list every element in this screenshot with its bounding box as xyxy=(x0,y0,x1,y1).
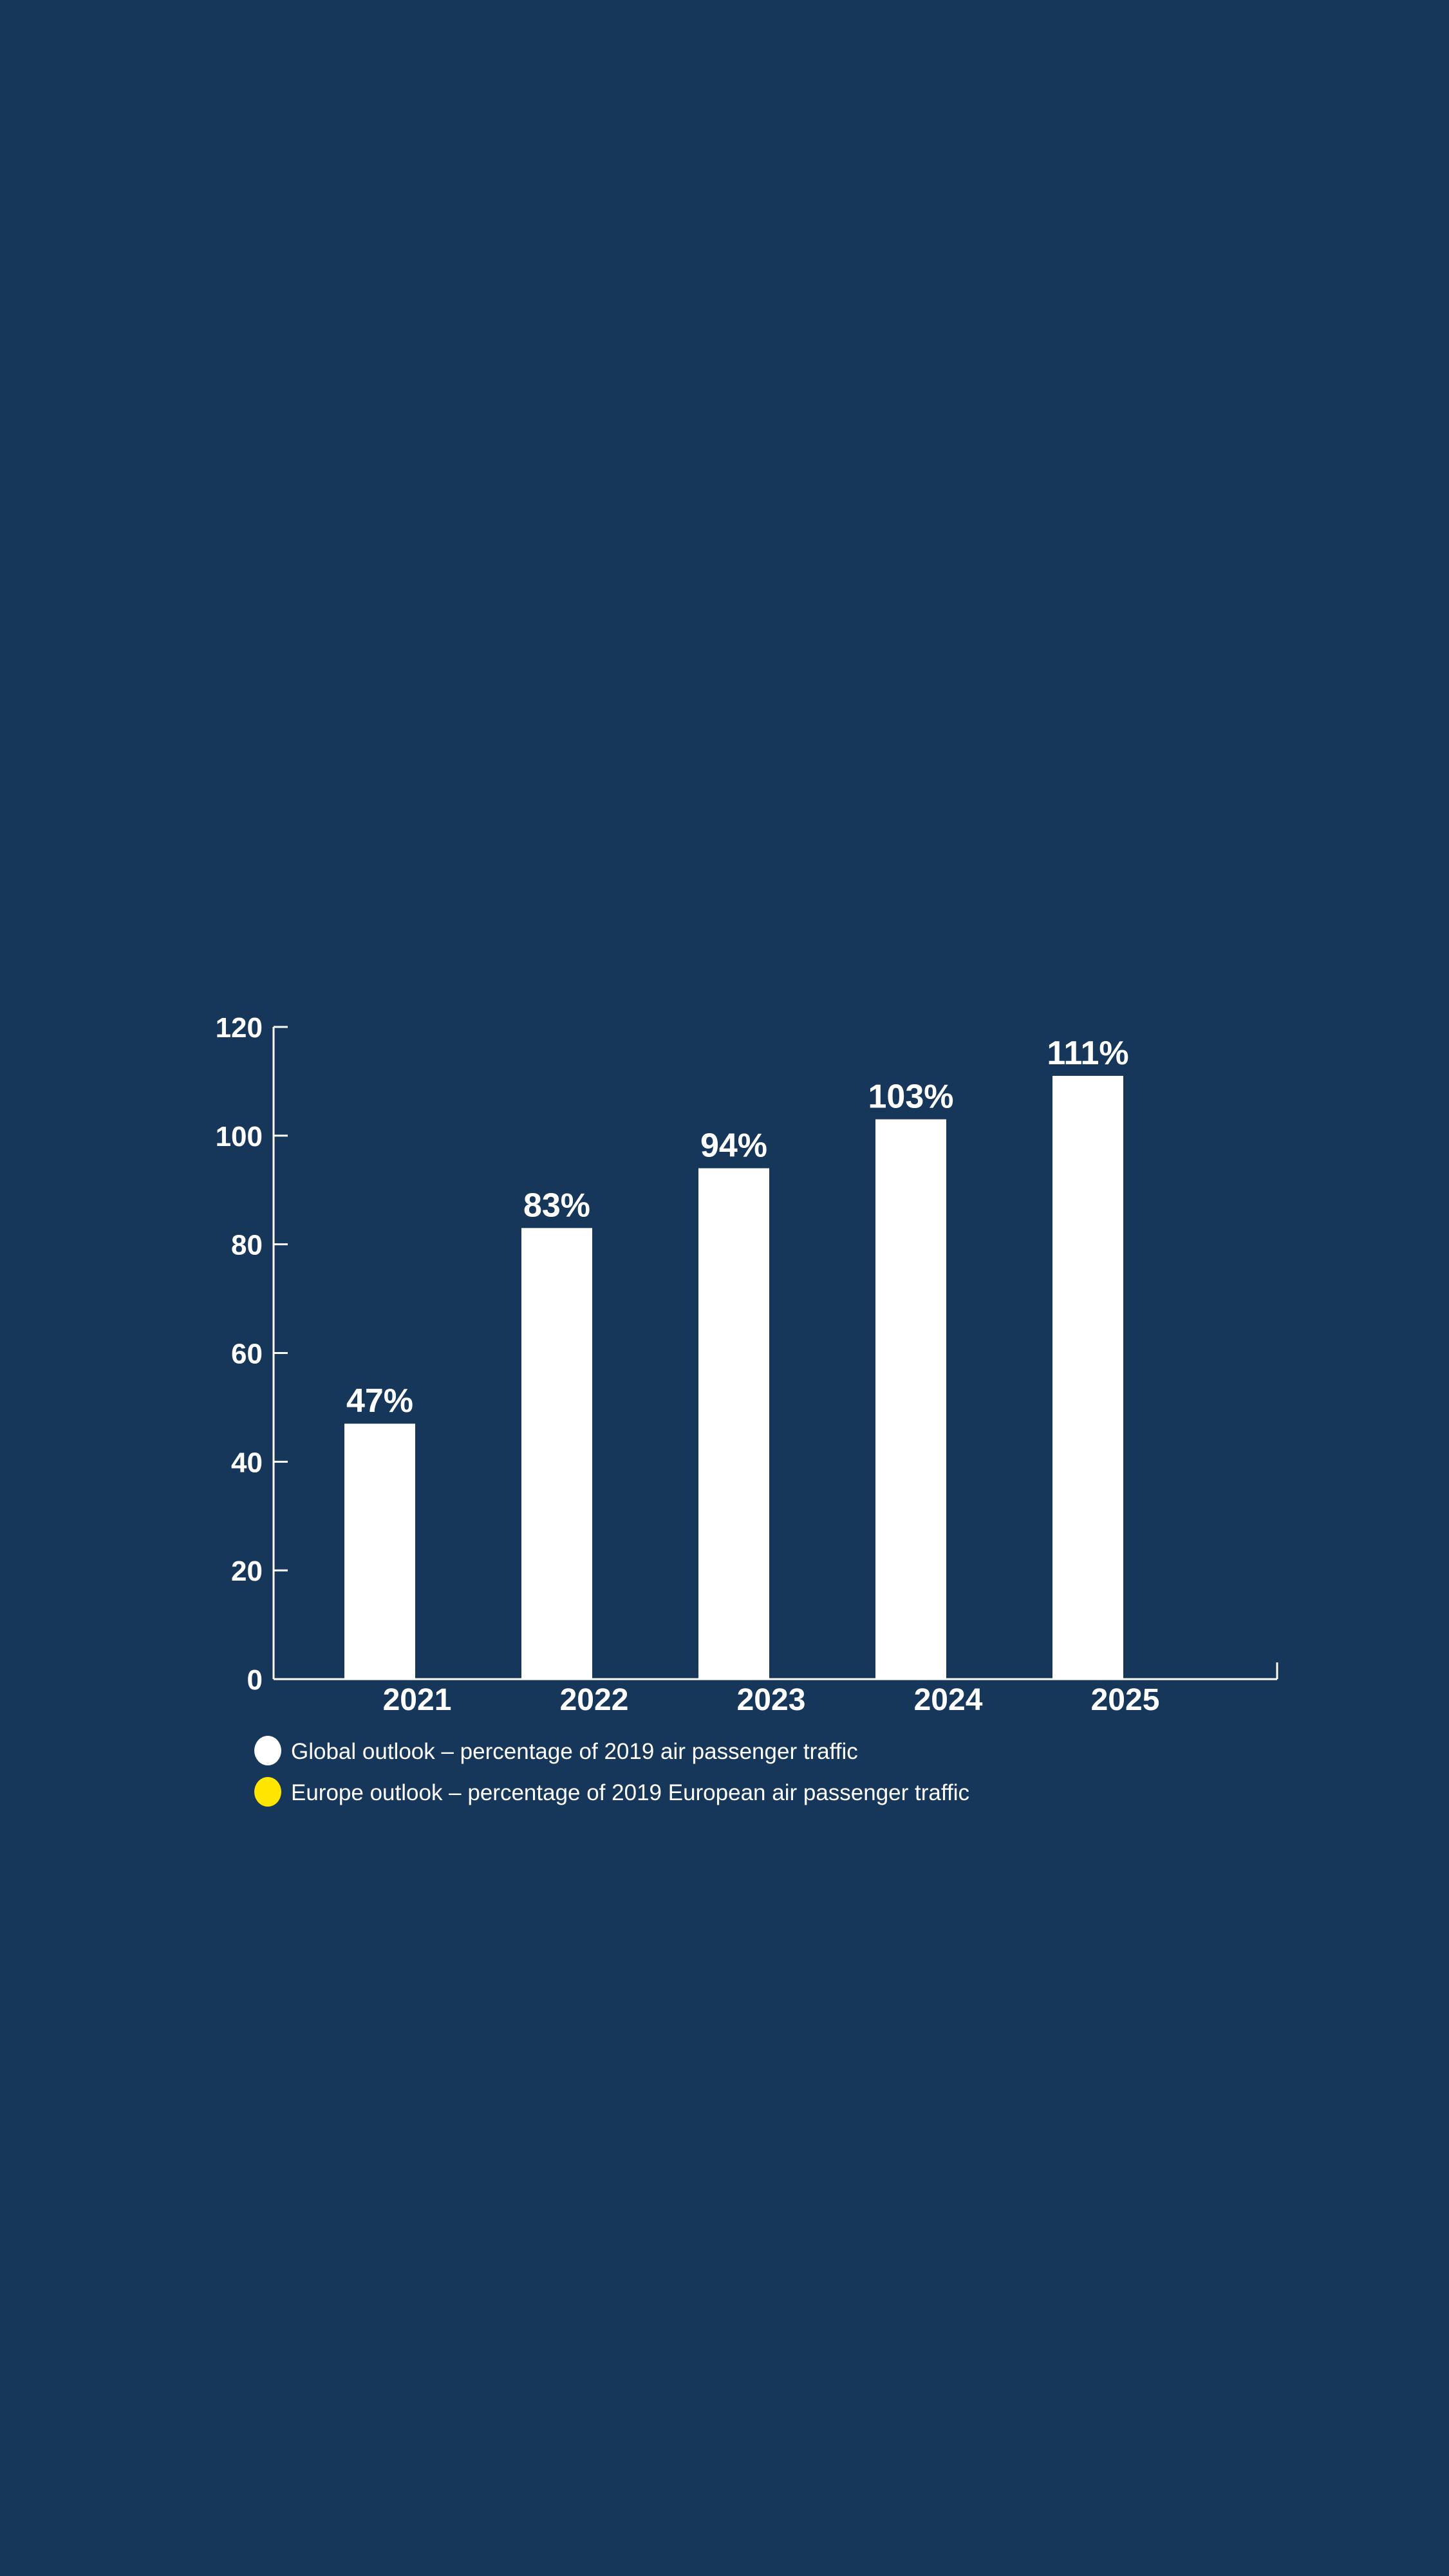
data-label: 103% xyxy=(868,1078,954,1116)
bar-2024 xyxy=(875,1119,946,1679)
data-label: 47% xyxy=(346,1382,413,1420)
x-tick-label: 2025 xyxy=(1091,1683,1160,1717)
data-label: 94% xyxy=(700,1127,767,1164)
legend-swatch xyxy=(254,1736,281,1765)
x-tick-label: 2022 xyxy=(560,1683,629,1717)
legend-swatch xyxy=(254,1777,281,1807)
y-tick-label: 0 xyxy=(247,1664,263,1696)
data-label: 111% xyxy=(1047,1035,1128,1072)
x-tick-label: 2021 xyxy=(383,1683,452,1717)
y-tick-label: 40 xyxy=(231,1447,263,1478)
y-tick-label: 20 xyxy=(231,1556,263,1587)
bar-2021 xyxy=(344,1424,415,1679)
bar-2023 xyxy=(698,1168,769,1679)
y-tick-label: 80 xyxy=(231,1230,263,1261)
x-tick-label: 2024 xyxy=(914,1683,983,1717)
y-tick-label: 120 xyxy=(216,1012,263,1044)
bar-2025 xyxy=(1052,1075,1123,1679)
data-label: 83% xyxy=(523,1187,590,1224)
legend-label: Global outlook – percentage of 2019 air … xyxy=(291,1739,858,1764)
bar-2022 xyxy=(521,1228,592,1679)
y-tick-label: 60 xyxy=(231,1339,263,1370)
legend-label: Europe outlook – percentage of 2019 Euro… xyxy=(291,1780,969,1805)
x-tick-label: 2023 xyxy=(737,1683,806,1717)
y-tick-label: 100 xyxy=(216,1121,263,1152)
